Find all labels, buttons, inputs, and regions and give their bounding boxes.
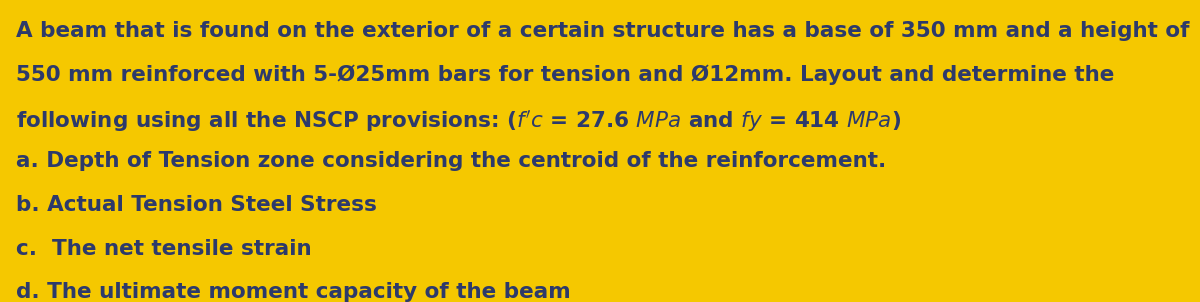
Text: b. Actual Tension Steel Stress: b. Actual Tension Steel Stress [16,195,377,215]
Text: c.  The net tensile strain: c. The net tensile strain [16,239,311,259]
Text: following using all the NSCP provisions: ($f'c$ = 27.6 $MPa$ and $fy$ = 414 $MPa: following using all the NSCP provisions:… [16,109,901,134]
Text: A beam that is found on the exterior of a certain structure has a base of 350 mm: A beam that is found on the exterior of … [16,21,1189,41]
Text: d. The ultimate moment capacity of the beam: d. The ultimate moment capacity of the b… [16,282,570,302]
Text: a. Depth of Tension zone considering the centroid of the reinforcement.: a. Depth of Tension zone considering the… [16,151,886,171]
Text: 550 mm reinforced with 5-Ø25mm bars for tension and Ø12mm. Layout and determine : 550 mm reinforced with 5-Ø25mm bars for … [16,65,1114,85]
